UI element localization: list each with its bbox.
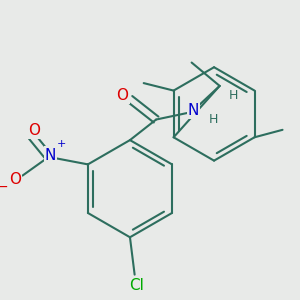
Text: H: H — [229, 89, 238, 102]
Text: N: N — [188, 103, 199, 118]
Text: −: − — [0, 180, 8, 194]
Text: O: O — [116, 88, 128, 103]
Text: H: H — [208, 113, 218, 126]
Text: O: O — [9, 172, 21, 187]
Text: O: O — [28, 123, 40, 138]
Text: N: N — [45, 148, 56, 163]
Text: +: + — [57, 139, 66, 149]
Text: Cl: Cl — [129, 278, 144, 293]
